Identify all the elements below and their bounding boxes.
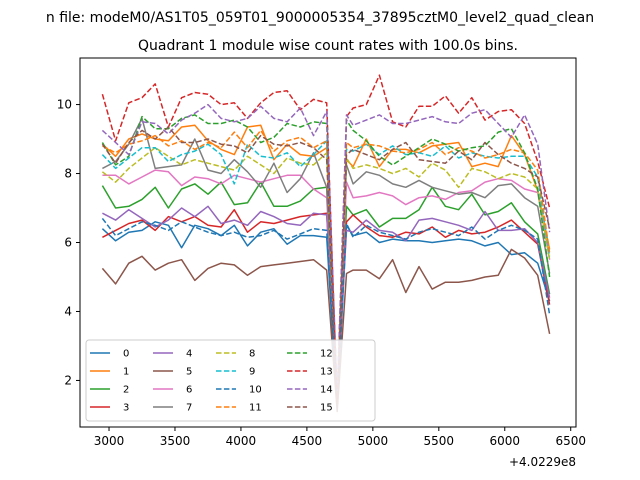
legend-label-10: 10	[249, 385, 262, 396]
y-tick-label: 10	[57, 98, 72, 112]
legend-label-8: 8	[249, 349, 255, 360]
x-tick-label: 4500	[292, 434, 323, 448]
series-line-14	[101, 103, 551, 395]
legend-label-3: 3	[123, 403, 129, 414]
legend-label-9: 9	[249, 367, 255, 378]
x-tick-label: 6500	[555, 434, 586, 448]
x-tick-label: 4000	[226, 434, 257, 448]
legend-label-1: 1	[123, 367, 129, 378]
legend-label-12: 12	[320, 349, 333, 360]
legend-label-5: 5	[186, 367, 192, 378]
legend-label-15: 15	[320, 403, 333, 414]
series-line-9	[101, 140, 551, 399]
y-tick-label: 6	[64, 236, 72, 250]
legend-label-2: 2	[123, 385, 129, 396]
chart-suptitle: n file: modeM0/AS1T05_059T01_9000005354_…	[46, 10, 594, 26]
series-line-8	[101, 146, 551, 399]
chart-title: Quadrant 1 module wise count rates with …	[138, 38, 518, 54]
series-line-11	[102, 129, 551, 395]
x-tick-label: 3500	[160, 434, 191, 448]
x-tick-label: 3000	[94, 434, 125, 448]
legend-label-0: 0	[123, 349, 129, 360]
series-line-15	[101, 126, 551, 409]
legend-label-4: 4	[186, 349, 192, 360]
x-axis-offset-label: +4.0229e8	[509, 455, 576, 469]
legend-label-7: 7	[186, 403, 192, 414]
legend-label-11: 11	[249, 403, 262, 414]
x-tick-label: 6000	[489, 434, 520, 448]
legend-box	[85, 339, 376, 422]
x-tick-label: 5500	[424, 434, 455, 448]
y-tick-label: 4	[64, 304, 72, 318]
legend-label-13: 13	[320, 367, 333, 378]
y-tick-label: 2	[64, 373, 72, 387]
legend-label-6: 6	[186, 385, 192, 396]
series-line-12	[101, 114, 551, 399]
series-line-10	[101, 217, 551, 402]
x-axis-ticks: 3000 3500 4000 4500 5000 5500 6000 6500	[94, 427, 586, 448]
legend-label-14: 14	[320, 385, 333, 396]
y-tick-label: 8	[64, 167, 72, 181]
y-axis-ticks: 2 4 6 8 10	[57, 98, 80, 387]
x-tick-label: 5000	[358, 434, 389, 448]
